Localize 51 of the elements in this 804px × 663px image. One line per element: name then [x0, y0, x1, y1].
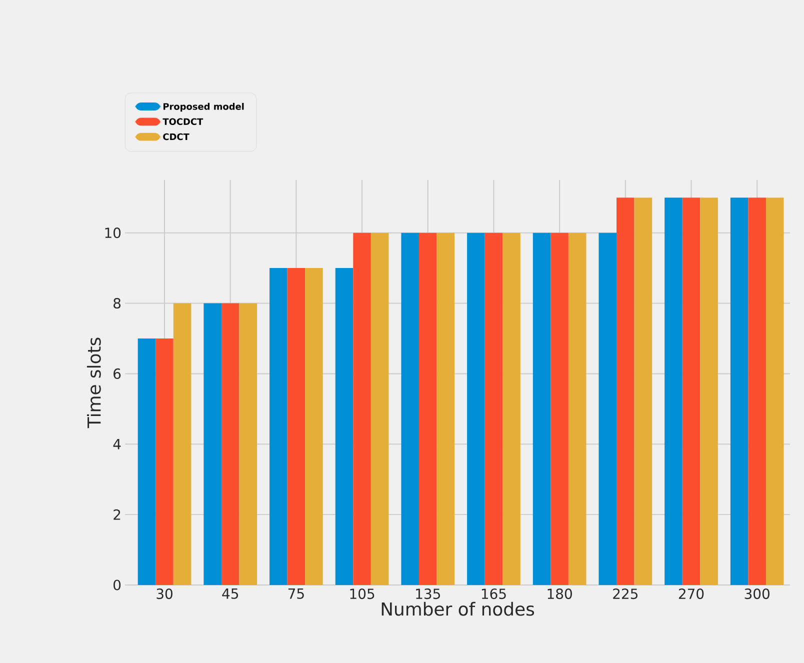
bar	[138, 338, 156, 585]
y-tick-label: 6	[114, 368, 121, 379]
x-tick-label: 165	[482, 588, 506, 600]
x-axis-title: Number of nodes	[382, 602, 534, 616]
bar	[401, 232, 419, 585]
bar	[418, 232, 437, 585]
bar	[156, 338, 174, 585]
bar	[204, 303, 222, 585]
bar	[484, 232, 503, 585]
bar	[270, 268, 288, 585]
bar	[436, 232, 455, 585]
bar	[616, 198, 634, 585]
x-tick-label: 75	[288, 588, 304, 599]
x-tick-label: 225	[613, 588, 638, 600]
bar	[682, 198, 700, 585]
bar	[532, 232, 551, 585]
bar	[287, 268, 306, 585]
y-tick-label: 10	[105, 228, 121, 238]
bar	[598, 232, 617, 585]
x-tick-label: 270	[678, 588, 704, 600]
y-tick-label: 4	[113, 439, 121, 450]
y-tick-label: 0	[114, 580, 121, 590]
bar	[730, 198, 748, 585]
x-tick-label: 300	[744, 588, 770, 600]
x-tick-label: 180	[548, 588, 572, 600]
bar	[305, 268, 323, 585]
x-tick-label: 45	[222, 588, 238, 599]
bar	[700, 198, 718, 585]
y-tick-label: 2	[114, 509, 120, 520]
x-tick-label: 30	[156, 588, 172, 600]
bar	[467, 232, 485, 585]
bar	[173, 303, 192, 585]
y-tick-label: 8	[114, 298, 121, 309]
bar	[353, 232, 371, 585]
legend-label: TOCDCT	[162, 118, 204, 125]
bar	[664, 198, 682, 585]
bar	[221, 303, 240, 585]
bar	[370, 232, 389, 585]
bar	[568, 232, 586, 585]
legend-label: Proposed model	[163, 102, 244, 112]
bar	[550, 232, 568, 585]
y-axis-title: Time slots	[87, 338, 101, 428]
bar	[239, 303, 258, 585]
bar	[748, 198, 766, 585]
legend-label: CDCT	[163, 133, 190, 140]
bar	[634, 198, 652, 585]
x-tick-label: 135	[416, 588, 440, 600]
x-tick-label: 105	[350, 588, 374, 600]
bar	[335, 268, 354, 585]
bar	[766, 198, 784, 585]
bar	[502, 232, 520, 585]
